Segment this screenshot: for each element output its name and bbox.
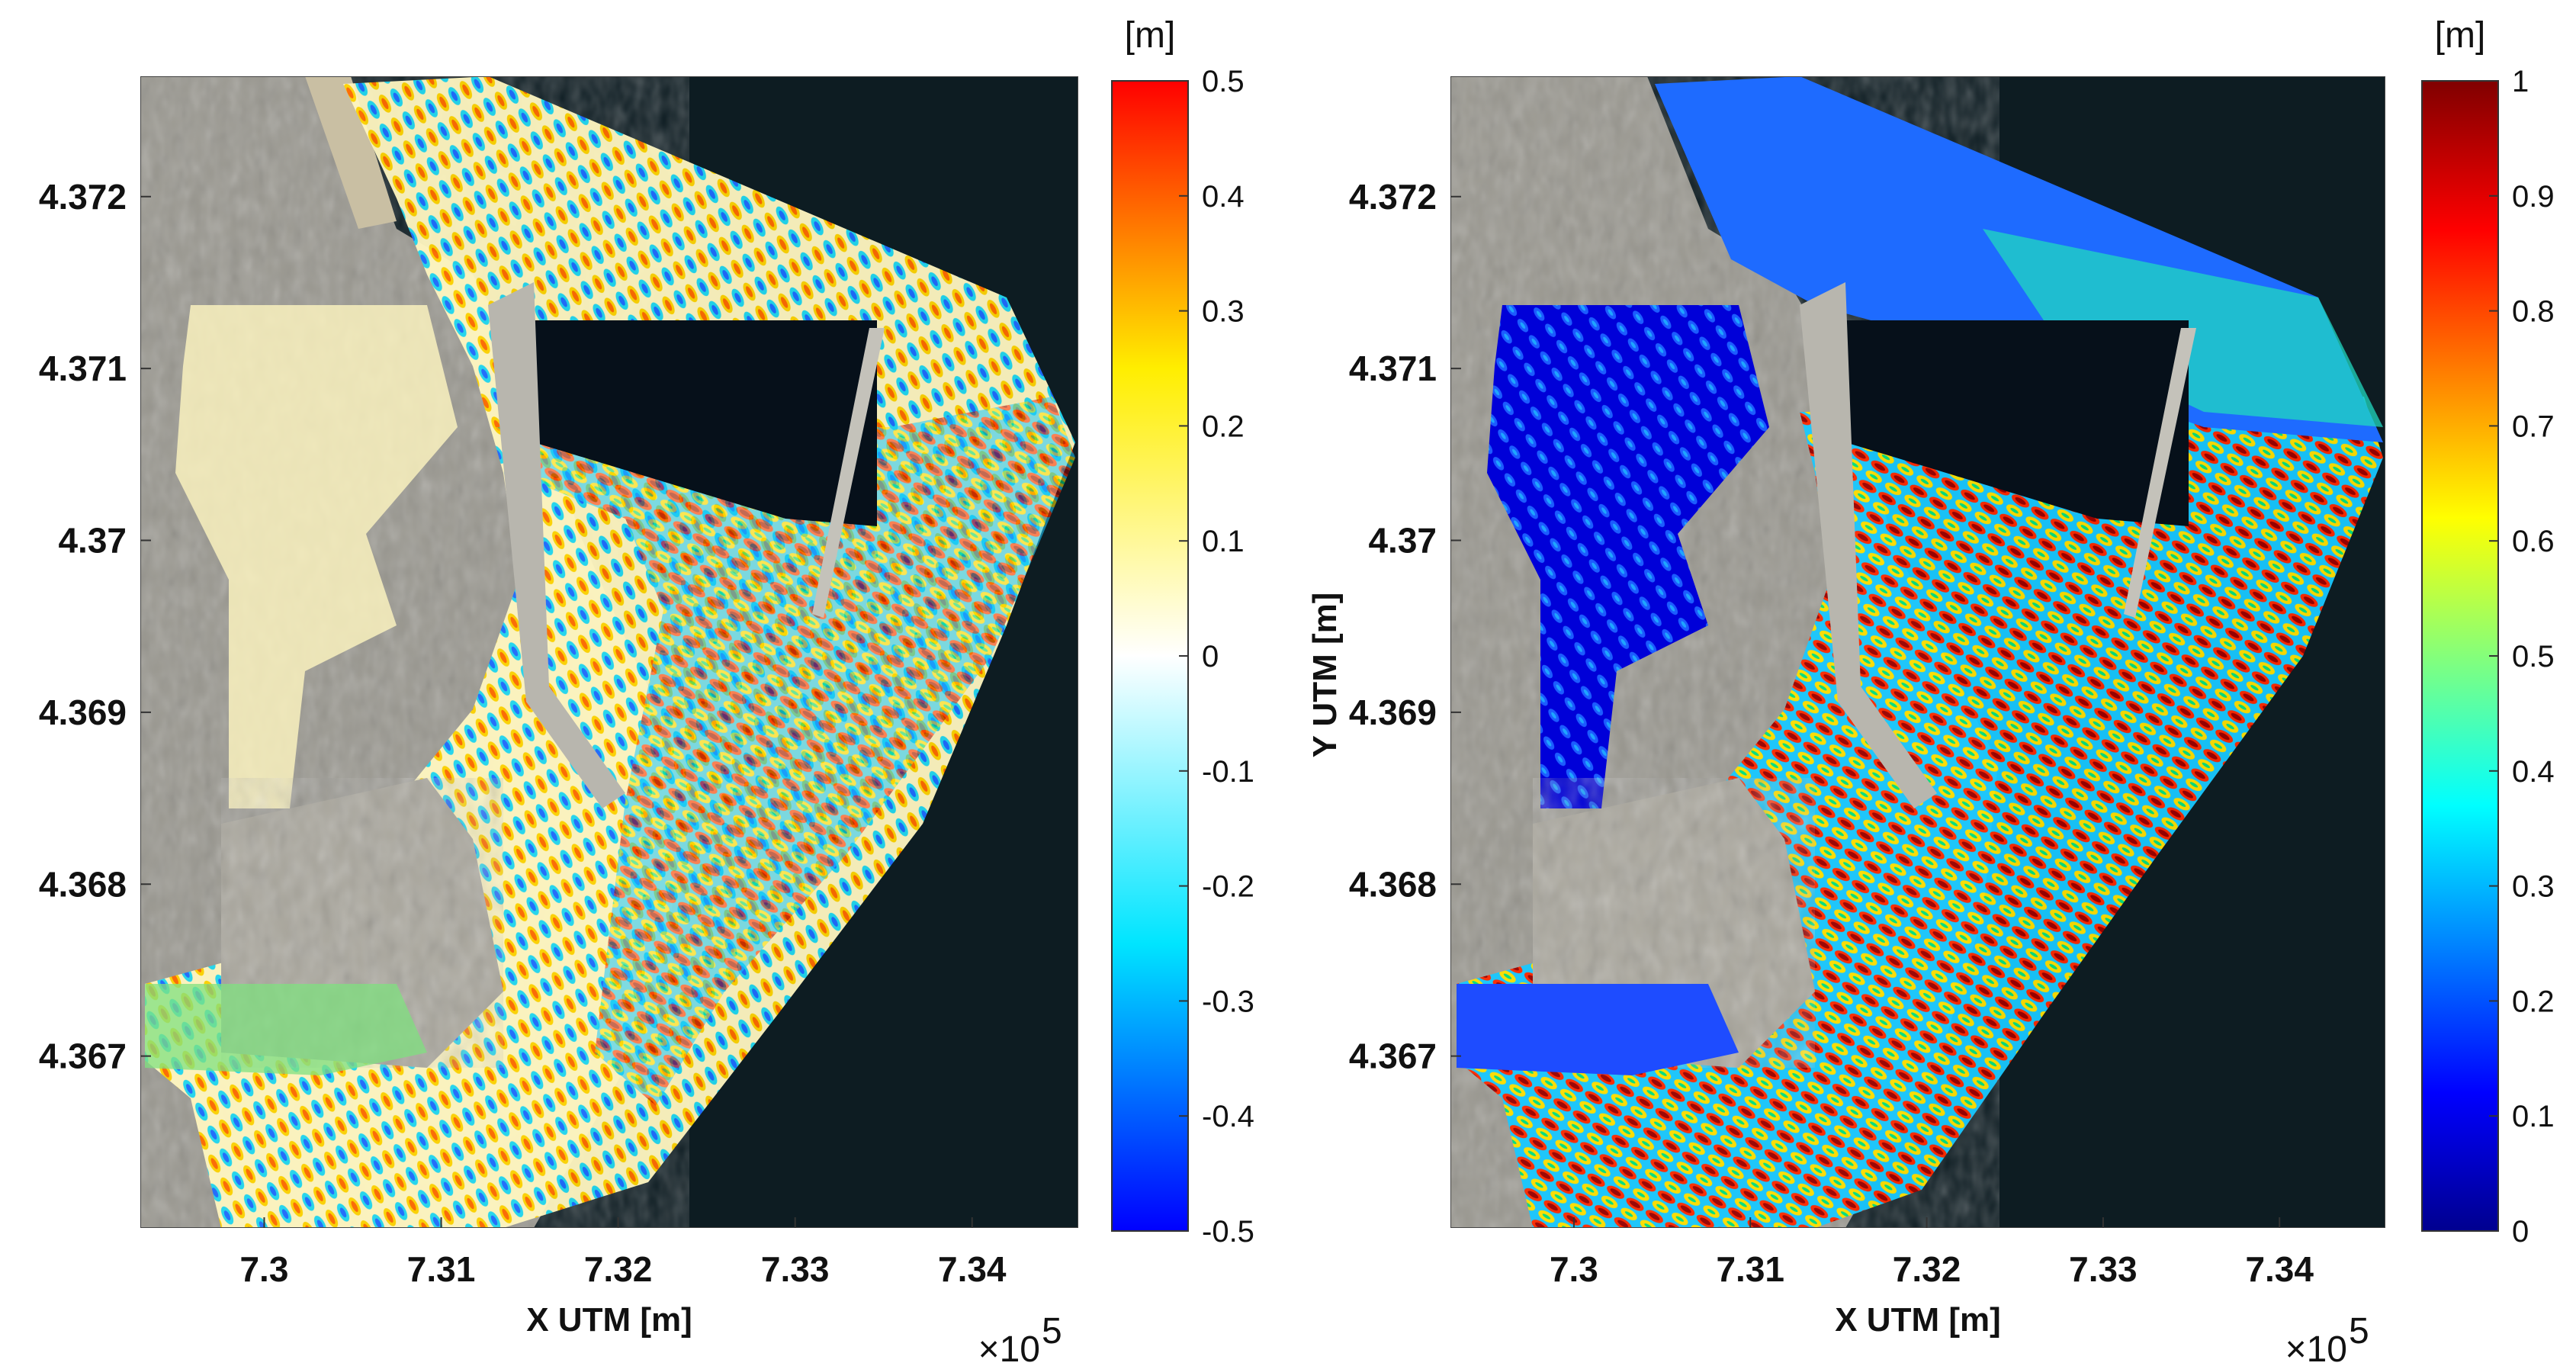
colorbar-tick-label: 0.3 [1202,295,1245,329]
colorbar-tick-label: -0.5 [1202,1215,1254,1249]
y-tick-label: 4.367 [39,1037,127,1076]
colorbar-tick-label: 0.6 [2512,525,2555,558]
y-tick-label: 4.369 [1349,693,1437,732]
x-tick-label: 7.31 [407,1249,476,1289]
x-tick-label: 7.32 [584,1249,653,1289]
breakwater [488,282,625,808]
panel-left: 7.3 7.31 7.32 7.33 7.34 4.372 4.371 4.37 4.369 4.… [39,15,1254,1366]
dock-basin [534,320,877,526]
colorbar-tick-label: 0 [1202,640,1219,673]
y-tick-label: 4.37 [58,521,127,561]
colorbar-right [2421,80,2499,1232]
inner-basin [1487,305,1769,808]
x-tick-label: 7.3 [1550,1249,1598,1289]
axes-left: 7.3 7.31 7.32 7.33 7.34 4.372 4.371 4.37 4.369 4.… [39,15,1254,1366]
map-area-right [1450,76,2385,1228]
colorbar-tick-label: 0.1 [2512,1100,2555,1133]
pier [2124,328,2196,618]
x-axis-label: X UTM [m] [1835,1301,2001,1339]
colorbar-left [1111,80,1189,1232]
x-tick-label: 7.33 [761,1249,830,1289]
x-tick-label: 7.31 [1716,1249,1784,1289]
dock-basin [1845,320,2189,526]
colorbar-tick-label: 0.1 [1202,525,1245,558]
pier [812,328,885,618]
y-tick-label: 4.371 [39,349,127,388]
colorbar-unit: [m] [1125,15,1176,56]
panel-right: 7.3 7.31 7.32 7.33 7.34 4.372 4.371 4.37 4.369 4.… [1306,15,2555,1366]
beach-strip [305,76,397,229]
y-tick-label: 4.372 [39,177,127,217]
colorbar-tick-label: 0.4 [1202,180,1245,214]
colorbar-tick-label: -0.2 [1202,870,1254,904]
inner-basin [175,305,458,808]
x-multiplier: ×10 [2285,1329,2347,1366]
offshore-wave-band [496,397,1075,1106]
x-multiplier-exponent: 5 [2349,1311,2369,1352]
colorbar-tick-label: 0.5 [1202,65,1245,98]
colorbar-tick-label: 0.2 [2512,985,2555,1018]
colorbar-tick-label: -0.4 [1202,1100,1254,1133]
y-tick-label: 4.372 [1349,177,1437,217]
south-basin [1457,984,1739,1075]
colorbar-tick-label: 0.9 [2512,180,2555,214]
x-tick-label: 7.34 [2245,1249,2314,1289]
y-tick-label: 4.371 [1349,349,1437,388]
y-tick-label: 4.368 [39,864,127,904]
map-area-left [140,76,1078,1228]
colorbar-tick-label: 0.8 [2512,295,2555,329]
y-tick-label: 4.367 [1349,1037,1437,1076]
y-tick-label: 4.368 [1349,864,1437,904]
colorbar-tick-label: 0.3 [2512,870,2555,904]
colorbar-unit: [m] [2435,15,2486,56]
colorbar-tick-label: 0.7 [2512,410,2555,443]
x-multiplier-exponent: 5 [1042,1311,1062,1352]
x-multiplier: ×10 [978,1329,1040,1366]
colorbar-tick-label: 0 [2512,1215,2529,1249]
colorbar-tick-label: -0.3 [1202,985,1254,1018]
y-axis-label: Y UTM [m] [1306,593,1344,758]
x-tick-label: 7.3 [239,1249,288,1289]
colorbar-tick-label: 0.2 [1202,410,1245,443]
x-tick-label: 7.33 [2069,1249,2138,1289]
colorbar-tick-label: -0.1 [1202,755,1254,789]
x-tick-label: 7.34 [938,1249,1007,1289]
colorbar-tick-label: 0.5 [2512,640,2555,673]
south-basin [145,984,427,1075]
x-axis-label: X UTM [m] [526,1301,692,1339]
x-tick-label: 7.32 [1893,1249,1961,1289]
axes-right: 7.3 7.31 7.32 7.33 7.34 4.372 4.371 4.37 4.369 4.… [1306,15,2555,1366]
breakwater [1800,282,1937,808]
colorbar-tick-label: 0.4 [2512,755,2555,789]
y-tick-label: 4.37 [1368,521,1437,561]
y-tick-label: 4.369 [39,693,127,732]
colorbar-tick-label: 1 [2512,65,2529,98]
